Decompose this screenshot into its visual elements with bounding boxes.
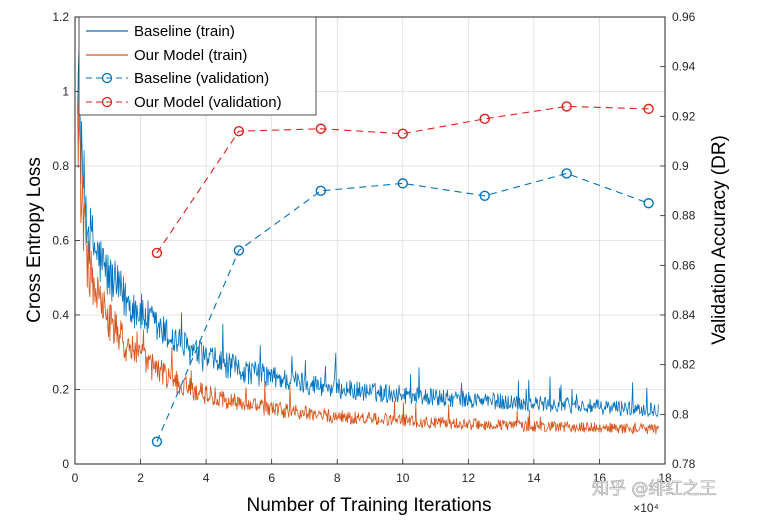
- x-tick-label: 16: [593, 471, 607, 485]
- point-baseline-validation: [315, 185, 327, 197]
- legend: Baseline (train) Our Model (train) Basel…: [78, 16, 317, 116]
- line-our-model-train: [77, 94, 659, 435]
- x-tick-label: 10: [396, 471, 410, 485]
- legend-box: [78, 16, 317, 116]
- validation-series: [151, 101, 654, 447]
- watermark: 知乎 @绯红之王: [592, 479, 716, 499]
- legend-label-baseline-val: Baseline (validation): [134, 70, 269, 87]
- x-tick-label: 0: [72, 471, 79, 485]
- x-multiplier-label: ×10⁴: [633, 501, 659, 515]
- y-left-tick-label: 1.2: [52, 10, 69, 24]
- x-tick-label: 14: [527, 471, 541, 485]
- y-left-tick-label: 0.4: [52, 308, 69, 322]
- y-right-tick-label: 0.82: [672, 358, 696, 372]
- y-right-tick-label: 0.88: [672, 209, 696, 223]
- x-tick-label: 18: [658, 471, 672, 485]
- x-tick-label: 8: [334, 471, 341, 485]
- y-axis-label-left: Cross Entropy Loss: [24, 157, 45, 323]
- point-our-model-validation: [397, 128, 408, 139]
- y-right-tick-label: 0.92: [672, 109, 696, 123]
- x-axis-label: Number of Training Iterations: [246, 495, 491, 516]
- legend-marker-our-val: [101, 96, 113, 108]
- x-tick-label: 4: [203, 471, 210, 485]
- y-left-tick-label: 0.2: [52, 383, 69, 397]
- line-baseline-train: [77, 51, 659, 418]
- y-right-tick-label: 0.78: [672, 457, 696, 471]
- y-left-tick-label: 1: [62, 85, 69, 99]
- point-baseline-validation: [233, 245, 245, 256]
- point-our-model-validation: [561, 101, 572, 112]
- line-our-model-validation: [156, 105, 649, 254]
- point-baseline-validation: [561, 168, 572, 179]
- training-series: [77, 51, 659, 435]
- x-tick-label: 12: [462, 471, 476, 485]
- y-right-tick-label: 0.96: [672, 10, 696, 24]
- y-right-tick-label: 0.94: [672, 60, 696, 74]
- point-our-model-validation: [643, 103, 654, 115]
- legend-label-our-train: Our Model (train): [134, 47, 247, 64]
- point-our-model-validation: [479, 113, 490, 125]
- tick-labels: 0 2 4 6 8 10 12 14 16 18 0 0.2 0.4 0.6 0.8 1 1.2 0.78 0.8 0…: [52, 10, 695, 485]
- y-right-tick-label: 0.8: [672, 407, 689, 421]
- y-right-tick-label: 0.9: [672, 159, 689, 173]
- x-tick-label: 2: [137, 471, 144, 485]
- point-baseline-validation: [151, 436, 163, 447]
- x-tick-label: 6: [268, 471, 275, 485]
- y-left-tick-label: 0.8: [52, 159, 69, 173]
- y-axis-label-right: Validation Accuracy (DR): [709, 135, 730, 345]
- y-left-tick-label: 0: [62, 457, 69, 471]
- point-our-model-validation: [315, 123, 327, 134]
- legend-label-our-val: Our Model (validation): [134, 94, 282, 111]
- y-right-tick-label: 0.84: [672, 308, 696, 322]
- point-baseline-validation: [397, 178, 408, 189]
- legend-label-baseline-train: Baseline (train): [134, 23, 235, 40]
- point-baseline-validation: [643, 198, 654, 209]
- y-right-tick-label: 0.86: [672, 258, 696, 272]
- y-left-tick-label: 0.6: [52, 234, 69, 248]
- point-our-model-validation: [151, 247, 163, 259]
- point-our-model-validation: [233, 126, 245, 137]
- line-baseline-validation: [156, 172, 649, 442]
- legend-marker-baseline-val: [101, 72, 113, 84]
- point-baseline-validation: [479, 190, 490, 202]
